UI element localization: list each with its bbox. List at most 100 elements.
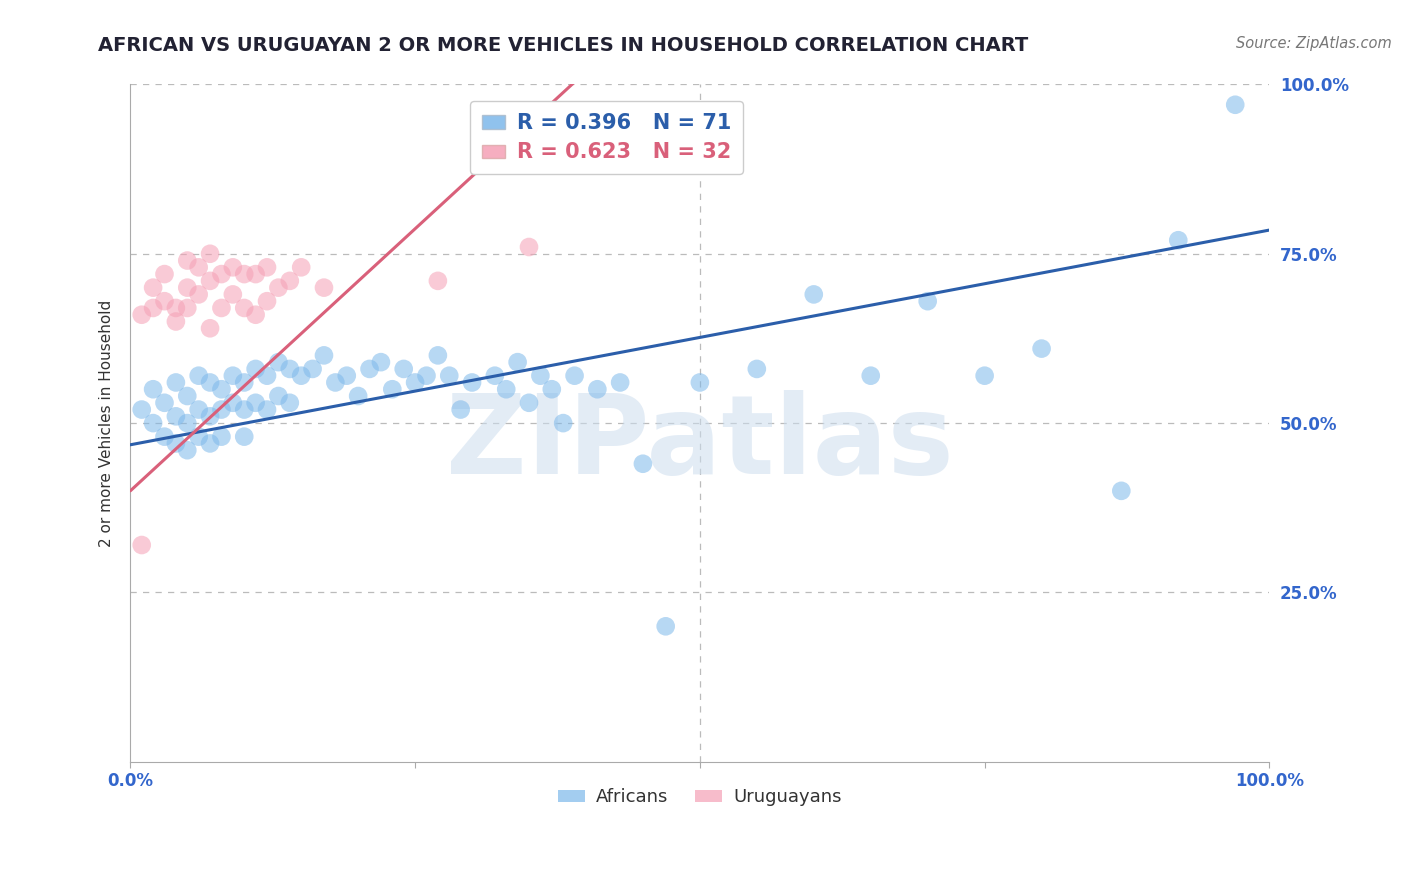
Point xyxy=(506,355,529,369)
Point xyxy=(278,274,301,288)
Point xyxy=(631,457,654,471)
Point xyxy=(198,436,221,450)
Point xyxy=(233,376,256,390)
Point xyxy=(517,240,540,254)
Point xyxy=(211,382,233,396)
Point xyxy=(256,368,278,383)
Point xyxy=(278,362,301,376)
Point xyxy=(245,308,267,322)
Point xyxy=(370,355,392,369)
Point xyxy=(198,274,221,288)
Point xyxy=(426,348,449,362)
Point xyxy=(176,280,198,294)
Point xyxy=(461,376,484,390)
Point xyxy=(529,368,551,383)
Point xyxy=(312,280,335,294)
Point xyxy=(142,416,165,430)
Point xyxy=(153,396,176,410)
Point xyxy=(803,287,825,301)
Point xyxy=(973,368,995,383)
Point xyxy=(426,274,449,288)
Point xyxy=(267,355,290,369)
Point xyxy=(312,348,335,362)
Point xyxy=(153,294,176,309)
Point xyxy=(142,280,165,294)
Point xyxy=(609,376,631,390)
Point xyxy=(176,443,198,458)
Point xyxy=(689,376,711,390)
Point xyxy=(176,253,198,268)
Point xyxy=(165,409,187,424)
Point xyxy=(165,301,187,315)
Point xyxy=(222,287,245,301)
Point xyxy=(211,430,233,444)
Point xyxy=(564,368,586,383)
Point xyxy=(142,301,165,315)
Point xyxy=(165,314,187,328)
Point xyxy=(381,382,404,396)
Point xyxy=(540,382,562,396)
Point xyxy=(176,301,198,315)
Point xyxy=(1225,97,1247,112)
Point xyxy=(198,321,221,335)
Point xyxy=(415,368,437,383)
Point xyxy=(586,382,609,396)
Point xyxy=(450,402,472,417)
Point xyxy=(404,376,426,390)
Point xyxy=(245,362,267,376)
Point xyxy=(917,294,939,309)
Point xyxy=(165,376,187,390)
Point xyxy=(131,402,153,417)
Point xyxy=(301,362,323,376)
Point xyxy=(233,402,256,417)
Point xyxy=(267,280,290,294)
Point xyxy=(484,368,506,383)
Point xyxy=(359,362,381,376)
Point xyxy=(325,376,347,390)
Point xyxy=(153,267,176,281)
Point xyxy=(256,260,278,275)
Point xyxy=(176,389,198,403)
Point xyxy=(153,430,176,444)
Point xyxy=(222,260,245,275)
Text: ZIPatlas: ZIPatlas xyxy=(446,390,953,497)
Point xyxy=(131,538,153,552)
Point xyxy=(256,402,278,417)
Point xyxy=(187,368,209,383)
Point xyxy=(211,267,233,281)
Point xyxy=(654,619,676,633)
Point xyxy=(1167,233,1189,247)
Point xyxy=(245,396,267,410)
Point xyxy=(176,416,198,430)
Point xyxy=(233,301,256,315)
Text: AFRICAN VS URUGUAYAN 2 OR MORE VEHICLES IN HOUSEHOLD CORRELATION CHART: AFRICAN VS URUGUAYAN 2 OR MORE VEHICLES … xyxy=(98,36,1029,54)
Point xyxy=(245,267,267,281)
Point xyxy=(198,246,221,260)
Point xyxy=(187,430,209,444)
Point xyxy=(392,362,415,376)
Text: Source: ZipAtlas.com: Source: ZipAtlas.com xyxy=(1236,36,1392,51)
Point xyxy=(131,308,153,322)
Point xyxy=(495,382,517,396)
Point xyxy=(187,260,209,275)
Point xyxy=(211,402,233,417)
Point xyxy=(347,389,370,403)
Point xyxy=(553,416,575,430)
Point xyxy=(290,368,312,383)
Point xyxy=(267,389,290,403)
Point xyxy=(222,368,245,383)
Point xyxy=(165,436,187,450)
Point xyxy=(1031,342,1053,356)
Point xyxy=(142,382,165,396)
Point xyxy=(233,267,256,281)
Point xyxy=(187,287,209,301)
Point xyxy=(256,294,278,309)
Point xyxy=(290,260,312,275)
Point xyxy=(859,368,882,383)
Point xyxy=(278,396,301,410)
Point xyxy=(745,362,768,376)
Point xyxy=(1111,483,1133,498)
Point xyxy=(211,301,233,315)
Point xyxy=(336,368,359,383)
Point xyxy=(198,409,221,424)
